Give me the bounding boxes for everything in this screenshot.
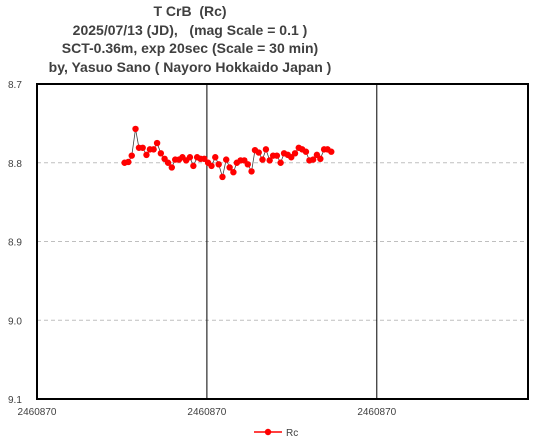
data-point — [230, 169, 237, 176]
plot-frame — [36, 83, 529, 400]
data-point — [273, 152, 281, 159]
data-point — [244, 161, 251, 168]
y-tick-label: 8.9 — [8, 238, 22, 249]
data-point — [143, 151, 150, 159]
title-line-2: 2025/07/13 (JD), (mag Scale = 0.1 ) — [72, 21, 308, 38]
data-point — [262, 146, 270, 153]
data-point — [190, 162, 197, 170]
chart-title: T CrB (Rc) 2025/07/13 (JD), (mag Scale =… — [0, 2, 380, 76]
data-point — [168, 164, 175, 171]
y-tick-label: 9.0 — [8, 316, 22, 327]
title-line-4: by, Yasuo Sano ( Nayoro Hokkaido Japan ) — [48, 58, 332, 75]
title-line-1: T CrB (Rc) — [153, 3, 227, 19]
data-point — [317, 155, 324, 163]
data-point — [208, 162, 215, 170]
grid-lines — [37, 162, 528, 321]
series-rc — [121, 125, 335, 181]
data-point — [226, 164, 233, 171]
x-axis-ticks: 2460870 2460870 2460870 — [18, 407, 397, 418]
y-tick-label: 9.1 — [8, 395, 22, 406]
data-point — [150, 146, 157, 153]
data-point — [255, 149, 262, 156]
x-tick-label: 2460870 — [18, 407, 57, 418]
legend: Rc — [254, 428, 298, 439]
data-point — [291, 150, 299, 157]
data-point — [259, 156, 266, 163]
data-point — [128, 152, 135, 159]
data-point — [248, 168, 255, 175]
data-point — [132, 125, 139, 133]
data-point — [223, 156, 230, 163]
legend-marker-rc — [264, 428, 272, 436]
y-tick-label: 8.8 — [8, 159, 22, 170]
title-line-3: SCT-0.36m, exp 20sec (Scale = 30 min) — [61, 40, 319, 57]
data-point — [139, 144, 146, 151]
data-point — [219, 173, 226, 181]
series-line — [124, 128, 332, 178]
data-point — [215, 161, 222, 168]
x-tick-label: 2460870 — [187, 407, 226, 418]
data-point — [309, 156, 317, 163]
data-point — [302, 148, 310, 155]
vertical-marker-lines — [206, 84, 378, 399]
data-point — [266, 157, 273, 164]
data-point — [125, 158, 132, 166]
data-point — [277, 159, 284, 166]
data-point — [153, 139, 161, 147]
data-point — [186, 154, 194, 161]
legend-label-rc: Rc — [286, 428, 298, 439]
y-axis-ticks: 8.7 8.8 8.9 9.0 9.1 — [8, 80, 22, 406]
data-point — [157, 150, 165, 157]
data-point — [164, 159, 172, 166]
data-point — [328, 148, 335, 155]
x-tick-label: 2460870 — [357, 407, 396, 418]
data-point — [212, 154, 219, 161]
y-tick-label: 8.7 — [8, 80, 22, 91]
